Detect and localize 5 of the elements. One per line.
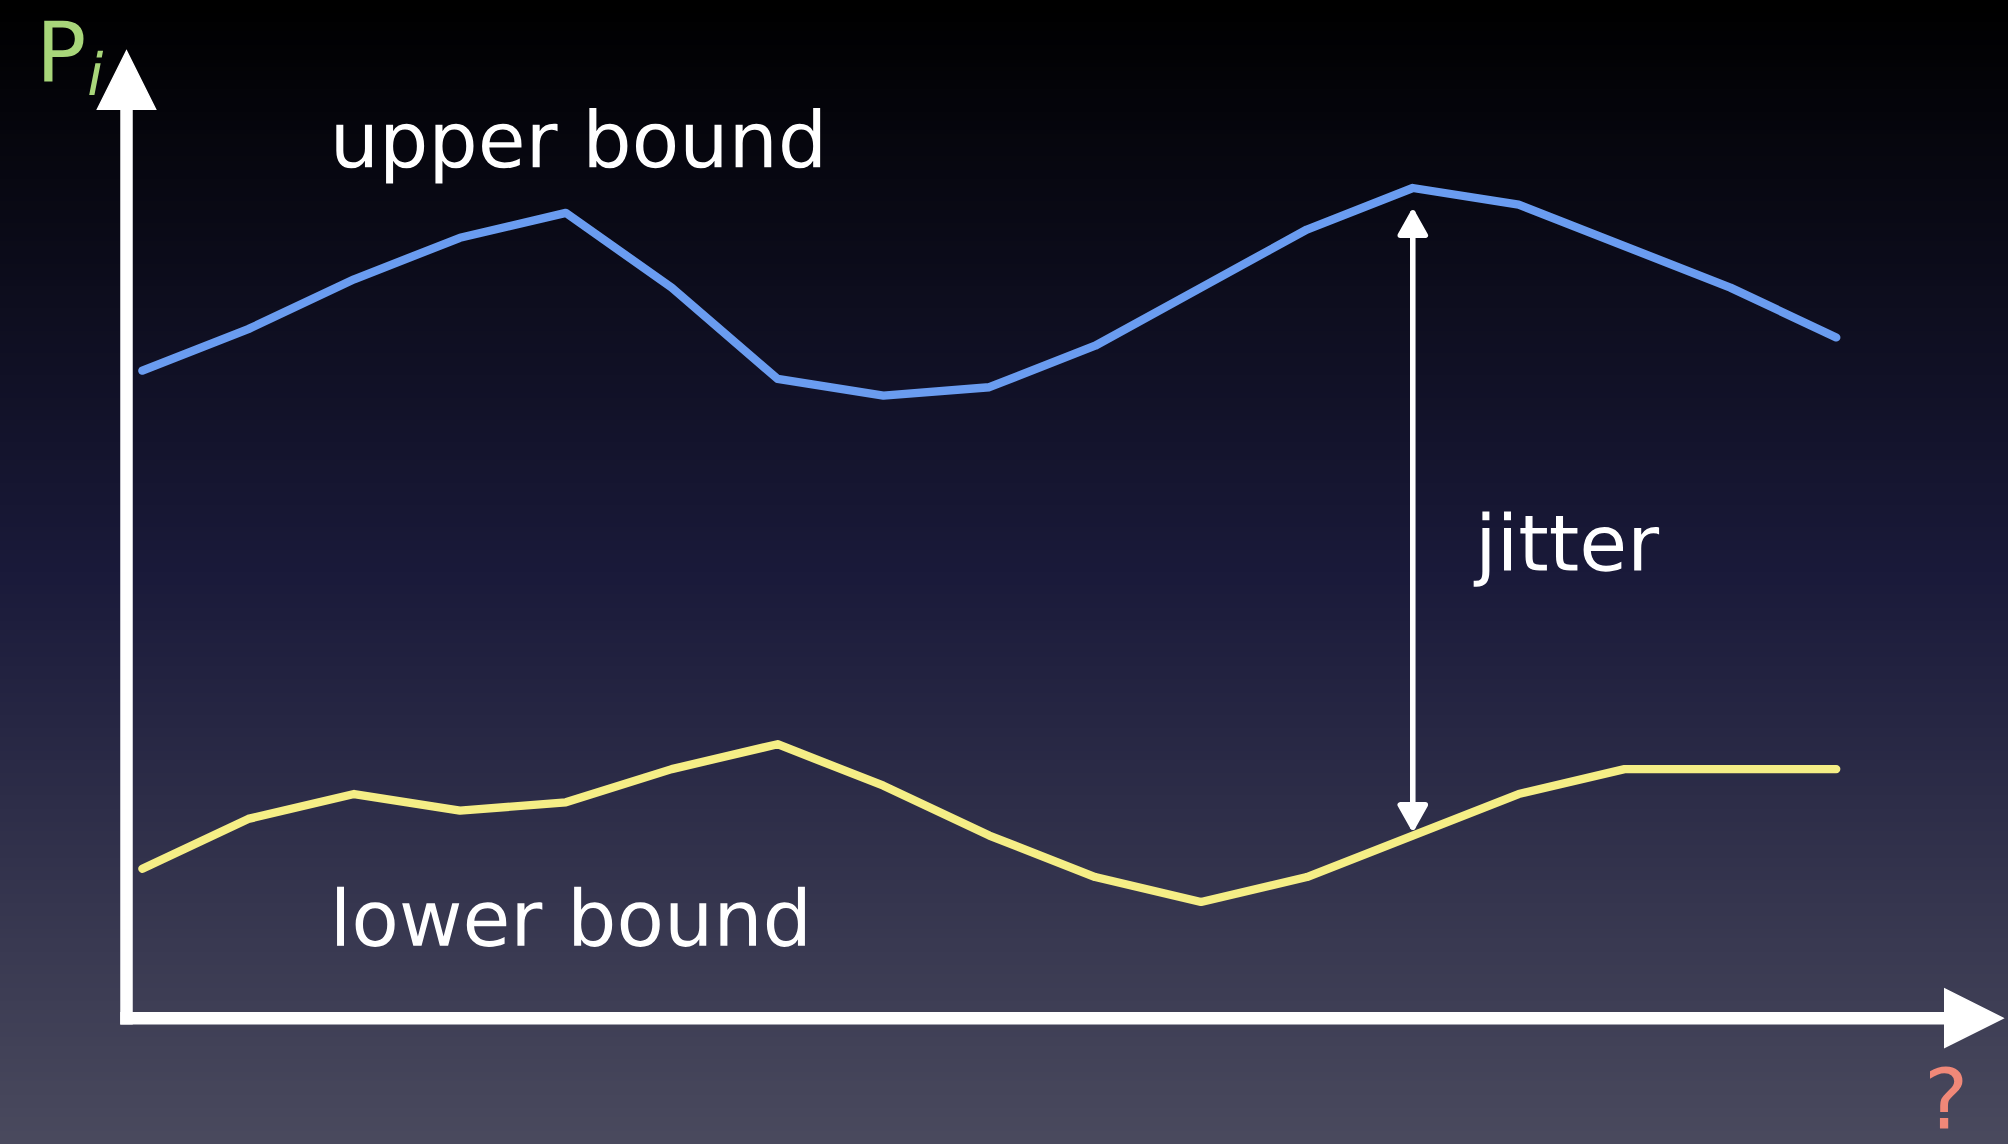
- annotation: jitter: [1473, 511, 1660, 587]
- text: upper bound: [336, 108, 821, 184]
- x-axis-title: ?: [1930, 1066, 1963, 1129]
- y-axis-title: P$_{i}$: [44, 20, 104, 96]
- annotation: lower bound: [337, 886, 805, 947]
